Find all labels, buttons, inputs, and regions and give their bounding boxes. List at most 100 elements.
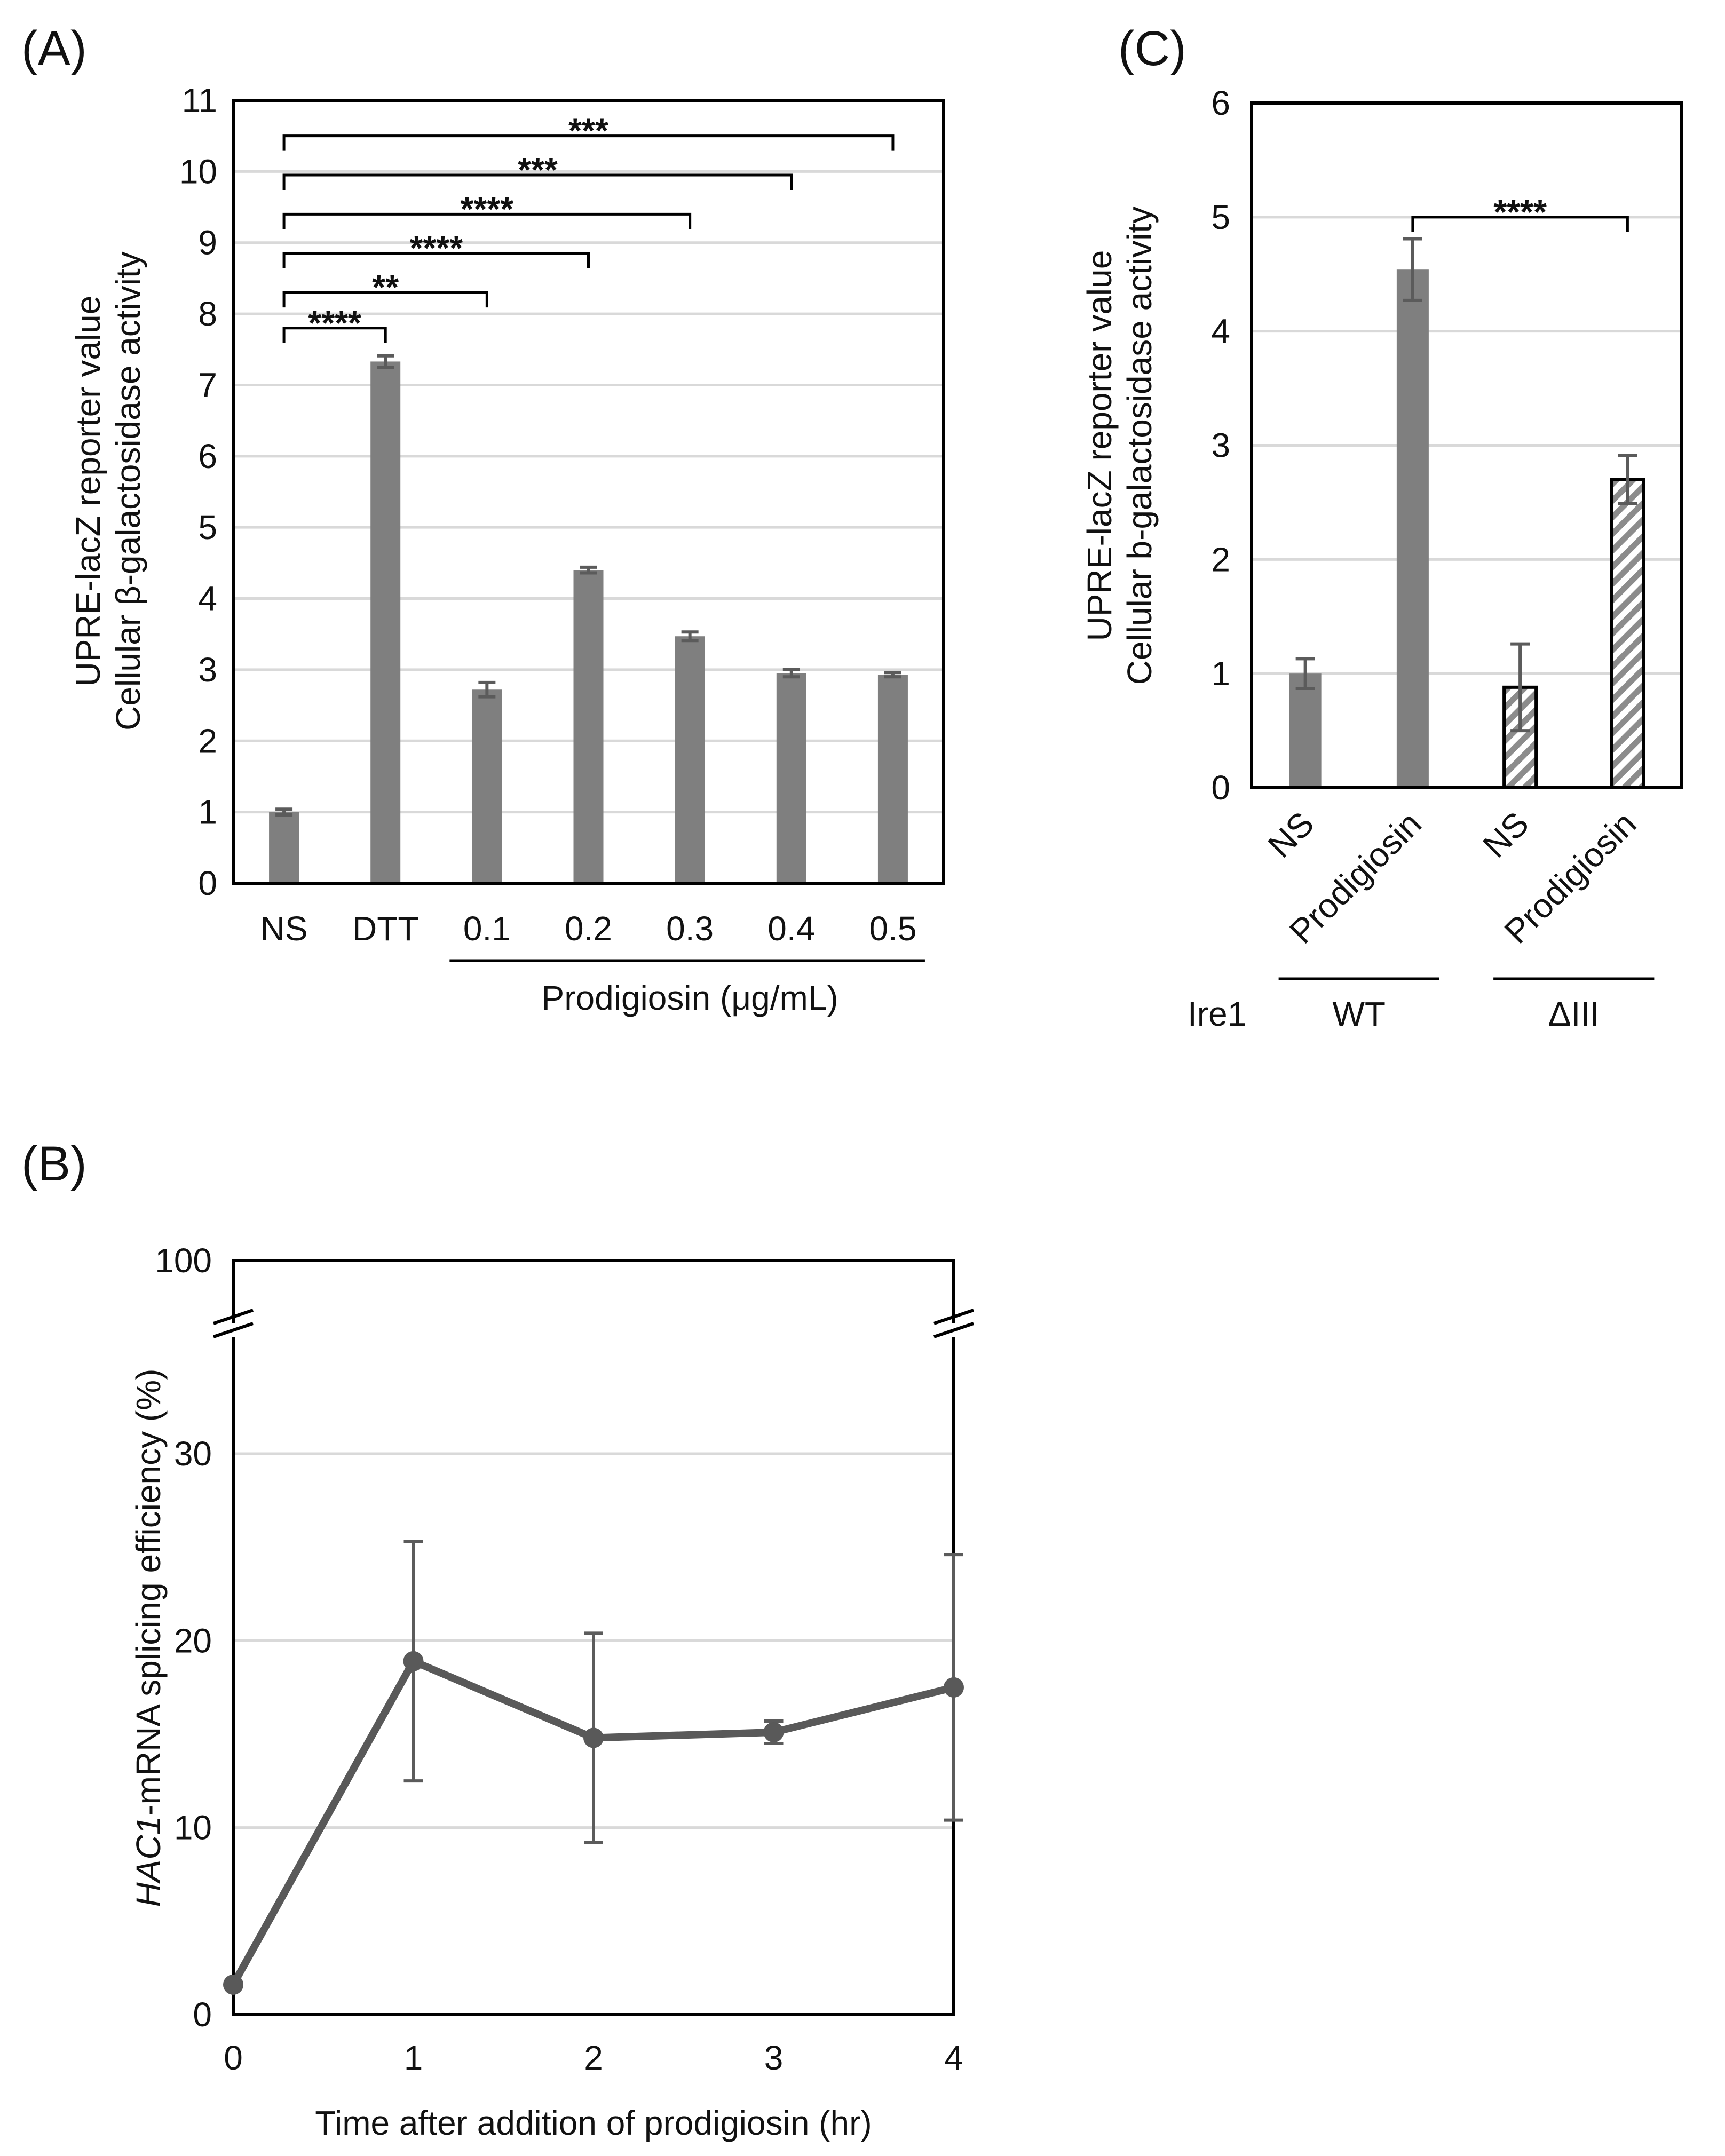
panel-a-xtick-label: 0.3 [666, 909, 714, 948]
panel-b-data-point [944, 1677, 964, 1698]
panel-a-ytick-label: 3 [198, 651, 217, 689]
panel-c-xtick-label: NS [1261, 804, 1322, 865]
panel-a-error-bar [681, 630, 699, 643]
panel-c-error-bar [1510, 642, 1530, 733]
panel-a-error-bar [275, 807, 293, 817]
panel-a-error-bar [782, 668, 800, 679]
panel-c-plot-frame [1250, 101, 1683, 789]
panel-a-ytick-label: 9 [198, 224, 217, 262]
panel-c-ytick-label: 6 [1211, 84, 1230, 122]
panel-a-bar [269, 812, 299, 883]
panel-a-bar [675, 636, 705, 883]
panel-b-data-point [763, 1722, 784, 1742]
panel-a-xtick-label: 0.2 [565, 909, 612, 948]
panel-a-error-bar [884, 671, 901, 679]
panel-a-ytick-label: 0 [198, 864, 217, 902]
panel-c-xtick-label: NS [1475, 804, 1536, 865]
panel-a-xtick-label: NS [260, 909, 308, 948]
panel-a-significance-bracket [282, 291, 488, 308]
panel-a-ytick-label: 10 [179, 152, 217, 191]
panel-b-chart: (B) 0 10 20 30 100 0 1 2 3 4 Time after addition… [21, 1137, 974, 2142]
panel-c-label: (C) [1118, 21, 1186, 76]
panel-c-significance-bracket [1411, 216, 1629, 232]
axis-break-left [213, 1309, 254, 1338]
panel-a-significance-bracket [282, 212, 692, 229]
panel-b-data-point [223, 1974, 243, 1995]
panel-a-ytick-label: 4 [198, 580, 217, 618]
panel-a-ytick-label: 6 [198, 437, 217, 475]
panel-c-group-label: ΔIII [1548, 995, 1600, 1033]
panel-a-significance-bracket [282, 252, 590, 268]
panel-c-ytick-label: 4 [1211, 312, 1230, 351]
panel-a-significance-bracket [282, 173, 793, 191]
panel-a-xtick-label: 0.5 [869, 909, 916, 948]
panel-a-significance-label: **** [409, 229, 463, 267]
panel-b-frame-top [232, 1259, 955, 1323]
panel-a-bar [776, 673, 806, 883]
panel-a-ytick-label: 2 [198, 722, 217, 760]
panel-c-ytick-label: 3 [1211, 426, 1230, 465]
panel-b-ylabel: HAC1-mRNA splicing efficiency (%) [129, 1369, 168, 1907]
panel-a-ytick-label: 11 [182, 81, 217, 120]
panel-c-bar [1289, 673, 1322, 788]
panel-a-bar [573, 570, 604, 883]
panel-a-significance-bracket [282, 327, 387, 343]
panel-c-bar-hatched [1610, 478, 1645, 789]
panel-c-error-bar [1618, 454, 1637, 505]
axis-break-right [933, 1309, 974, 1338]
panel-c-error-bar [1403, 237, 1422, 302]
panel-a-error-bar [377, 354, 394, 369]
panel-a-error-bar [580, 565, 597, 575]
panel-b-xlabel: Time after addition of prodigiosin (hr) [315, 2104, 872, 2142]
panel-b-ytick-label: 30 [174, 1434, 212, 1473]
panel-b-ytick-label: 10 [174, 1809, 212, 1847]
panel-c-row-label: Ire1 [1188, 995, 1246, 1033]
panel-b-data-point [403, 1651, 424, 1671]
panel-b-xtick-label: 3 [764, 2039, 784, 2077]
panel-a-ylabel-line2: Cellular β-galactosidase activity [109, 251, 147, 731]
panel-b-ylabel-rest: -mRNA splicing efficiency (%) [129, 1369, 168, 1816]
panel-c-ytick-label: 0 [1211, 768, 1230, 807]
panel-a-bar [877, 675, 908, 883]
panel-a-group-label: Prodigiosin (μg/mL) [542, 979, 838, 1017]
panel-a-error-bar [478, 680, 496, 699]
panel-c-bar [1396, 270, 1429, 788]
panel-a-ylabel-line1: UPRE-lacZ reporter value [69, 296, 107, 687]
panel-a-xtick-label: DTT [352, 909, 418, 948]
panel-b-ytick-label: 20 [174, 1621, 212, 1660]
panel-a-ytick-label: 5 [198, 508, 217, 546]
panel-a-significance-label: **** [461, 189, 514, 228]
panel-a-label: (A) [21, 21, 87, 76]
panel-c-group-label: WT [1333, 995, 1386, 1033]
panel-a-ytick-label: 7 [198, 366, 217, 404]
panel-a-significance-label: **** [308, 304, 361, 342]
panel-a-bar [472, 689, 502, 883]
panel-c-error-bar [1295, 657, 1315, 690]
panel-b-ytick-label: 0 [193, 1995, 212, 2034]
panel-b-ytick-label: 100 [155, 1241, 212, 1280]
panel-b-xtick-label: 4 [944, 2039, 963, 2077]
panel-c-ytick-label: 5 [1211, 198, 1230, 236]
panel-a-chart: (A) ******************** 01234567891011 … [21, 21, 945, 1017]
panel-b-xtick-label: 1 [404, 2039, 423, 2077]
panel-c-ytick-label: 1 [1211, 654, 1230, 693]
panel-a-ytick-label: 8 [198, 295, 217, 333]
panel-a-xtick-label: 0.4 [767, 909, 815, 948]
panel-a-significance-label: ** [372, 268, 399, 306]
panel-a-significance-bracket [282, 134, 895, 151]
panel-a-plot-frame [232, 99, 945, 885]
panel-c-ylabel-line2: Cellular b-galactosidase activity [1120, 207, 1159, 685]
panel-b-xtick-label: 2 [584, 2039, 603, 2077]
panel-c-significance-label: **** [1493, 193, 1547, 231]
panel-a-significance-label: *** [568, 112, 608, 150]
panel-a-ytick-label: 1 [198, 793, 217, 831]
panel-a-bar [370, 361, 401, 883]
panel-b-ylabel-italic: HAC1 [129, 1816, 168, 1907]
panel-c-ytick-label: 2 [1211, 540, 1230, 578]
panel-a-significance-label: *** [518, 150, 558, 189]
panel-b-label: (B) [21, 1137, 87, 1191]
panel-b-data-point [583, 1727, 604, 1748]
panel-b-xtick-label: 0 [224, 2039, 243, 2077]
